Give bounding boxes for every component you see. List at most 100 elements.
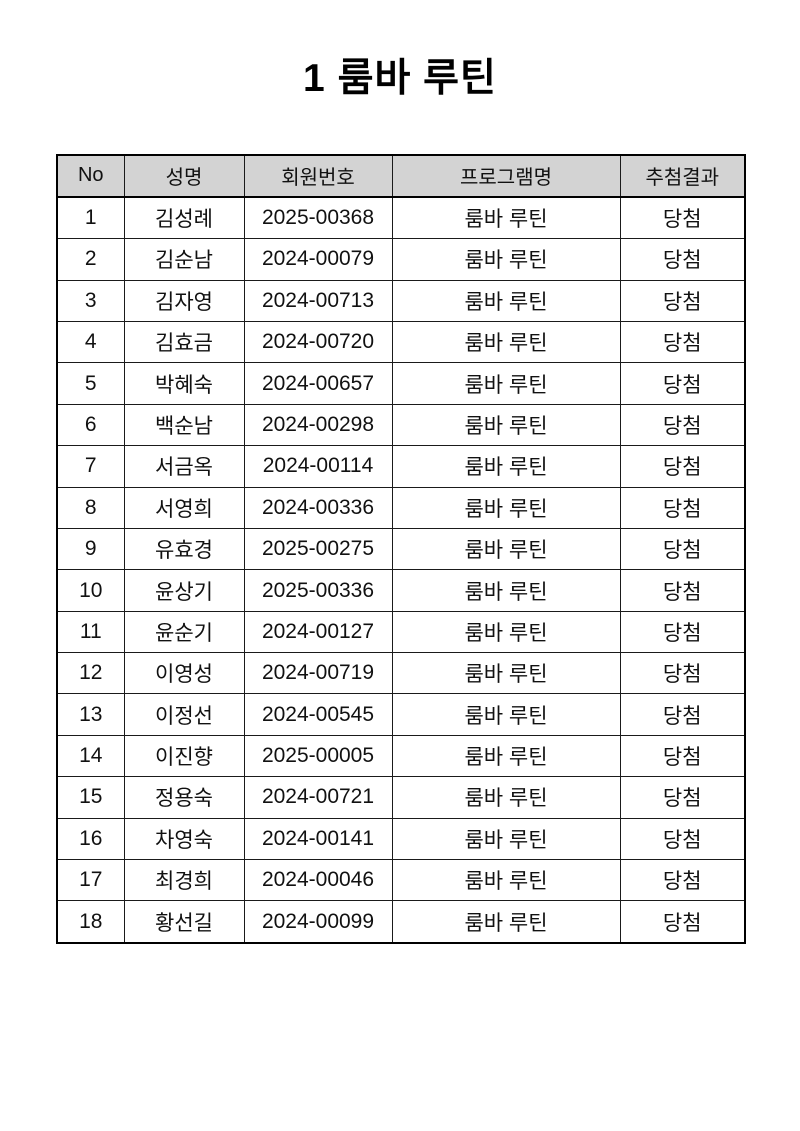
table-row: 7 서금옥 2024-00114 룸바 루틴 당첨 <box>56 445 746 488</box>
cell-program-name: 룸바 루틴 <box>391 238 621 281</box>
cell-program-name: 룸바 루틴 <box>391 527 621 571</box>
cell-no: 4 <box>56 320 125 364</box>
cell-program-name: 룸바 루틴 <box>391 279 621 322</box>
cell-draw-result: 당첨 <box>619 403 746 447</box>
cell-no: 16 <box>56 817 125 861</box>
cell-draw-result: 당첨 <box>619 569 746 612</box>
cell-no: 1 <box>56 196 125 240</box>
cell-member-number: 2024-00114 <box>243 445 393 488</box>
column-header-name: 성명 <box>123 154 245 198</box>
table-row: 6 백순남 2024-00298 룸바 루틴 당첨 <box>56 403 746 447</box>
lottery-result-table: No 성명 회원번호 프로그램명 추첨결과 1 김성례 2025-00368 룸바 루… <box>56 153 746 944</box>
cell-name: 이진향 <box>123 734 245 778</box>
cell-name: 김자영 <box>123 279 245 322</box>
cell-draw-result: 당첨 <box>619 279 746 322</box>
cell-name: 차영숙 <box>123 817 245 861</box>
cell-draw-result: 당첨 <box>619 652 746 695</box>
table-row: 16 차영숙 2024-00141 룸바 루틴 당첨 <box>56 817 746 861</box>
cell-draw-result: 당첨 <box>619 445 746 488</box>
page-title: 1 룸바 루틴 <box>303 57 497 100</box>
cell-member-number: 2024-00713 <box>243 279 393 322</box>
cell-draw-result: 당첨 <box>619 196 746 240</box>
cell-program-name: 룸바 루틴 <box>391 859 621 902</box>
cell-program-name: 룸바 루틴 <box>391 900 621 944</box>
cell-program-name: 룸바 루틴 <box>391 486 621 529</box>
cell-no: 8 <box>56 486 125 529</box>
table-row: 14 이진향 2025-00005 룸바 루틴 당첨 <box>56 734 746 778</box>
cell-name: 서영희 <box>123 486 245 529</box>
cell-name: 이정선 <box>123 693 245 736</box>
table-row: 5 박혜숙 2024-00657 룸바 루틴 당첨 <box>56 362 746 405</box>
cell-program-name: 룸바 루틴 <box>391 445 621 488</box>
cell-no: 10 <box>56 569 125 612</box>
cell-member-number: 2024-00127 <box>243 610 393 654</box>
cell-name: 윤상기 <box>123 569 245 612</box>
cell-name: 김효금 <box>123 320 245 364</box>
cell-draw-result: 당첨 <box>619 238 746 281</box>
cell-draw-result: 당첨 <box>619 320 746 364</box>
table-row: 12 이영성 2024-00719 룸바 루틴 당첨 <box>56 652 746 695</box>
table-row: 1 김성례 2025-00368 룸바 루틴 당첨 <box>56 196 746 240</box>
cell-draw-result: 당첨 <box>619 362 746 405</box>
cell-member-number: 2024-00298 <box>243 403 393 447</box>
table-row: 8 서영희 2024-00336 룸바 루틴 당첨 <box>56 486 746 529</box>
table-row: 18 황선길 2024-00099 룸바 루틴 당첨 <box>56 900 746 944</box>
cell-member-number: 2024-00545 <box>243 693 393 736</box>
cell-no: 7 <box>56 445 125 488</box>
cell-name: 백순남 <box>123 403 245 447</box>
column-header-program-name: 프로그램명 <box>391 154 621 198</box>
cell-draw-result: 당첨 <box>619 610 746 654</box>
table-row: 10 윤상기 2025-00336 룸바 루틴 당첨 <box>56 569 746 612</box>
column-header-member-number: 회원번호 <box>243 154 393 198</box>
cell-member-number: 2024-00141 <box>243 817 393 861</box>
cell-member-number: 2024-00046 <box>243 859 393 902</box>
cell-program-name: 룸바 루틴 <box>391 652 621 695</box>
cell-no: 2 <box>56 238 125 281</box>
cell-member-number: 2024-00720 <box>243 320 393 364</box>
cell-member-number: 2025-00368 <box>243 196 393 240</box>
column-header-no: No <box>56 154 125 198</box>
cell-program-name: 룸바 루틴 <box>391 817 621 861</box>
cell-name: 윤순기 <box>123 610 245 654</box>
cell-member-number: 2024-00079 <box>243 238 393 281</box>
cell-no: 11 <box>56 610 125 654</box>
cell-name: 정용숙 <box>123 776 245 819</box>
cell-member-number: 2024-00336 <box>243 486 393 529</box>
cell-draw-result: 당첨 <box>619 859 746 902</box>
cell-name: 황선길 <box>123 900 245 944</box>
cell-draw-result: 당첨 <box>619 693 746 736</box>
cell-no: 6 <box>56 403 125 447</box>
cell-no: 14 <box>56 734 125 778</box>
table-header: No 성명 회원번호 프로그램명 추첨결과 <box>56 154 746 198</box>
cell-no: 12 <box>56 652 125 695</box>
table-row: 17 최경희 2024-00046 룸바 루틴 당첨 <box>56 859 746 902</box>
cell-program-name: 룸바 루틴 <box>391 196 621 240</box>
cell-no: 15 <box>56 776 125 819</box>
cell-draw-result: 당첨 <box>619 486 746 529</box>
cell-draw-result: 당첨 <box>619 734 746 778</box>
table-row: 13 이정선 2024-00545 룸바 루틴 당첨 <box>56 693 746 736</box>
cell-no: 9 <box>56 527 125 571</box>
table-row: 11 윤순기 2024-00127 룸바 루틴 당첨 <box>56 610 746 654</box>
cell-no: 3 <box>56 279 125 322</box>
cell-program-name: 룸바 루틴 <box>391 569 621 612</box>
cell-name: 이영성 <box>123 652 245 695</box>
cell-name: 유효경 <box>123 527 245 571</box>
table-row: 9 유효경 2025-00275 룸바 루틴 당첨 <box>56 527 746 571</box>
cell-program-name: 룸바 루틴 <box>391 693 621 736</box>
table-body: 1 김성례 2025-00368 룸바 루틴 당첨 2 김순남 2024-00079 룸바 루틴… <box>56 196 746 944</box>
cell-program-name: 룸바 루틴 <box>391 610 621 654</box>
cell-member-number: 2025-00336 <box>243 569 393 612</box>
cell-draw-result: 당첨 <box>619 900 746 944</box>
cell-draw-result: 당첨 <box>619 776 746 819</box>
cell-member-number: 2024-00721 <box>243 776 393 819</box>
cell-name: 박혜숙 <box>123 362 245 405</box>
cell-no: 5 <box>56 362 125 405</box>
cell-draw-result: 당첨 <box>619 527 746 571</box>
cell-draw-result: 당첨 <box>619 817 746 861</box>
cell-name: 김성례 <box>123 196 245 240</box>
cell-no: 17 <box>56 859 125 902</box>
cell-member-number: 2024-00099 <box>243 900 393 944</box>
column-header-draw-result: 추첨결과 <box>619 154 746 198</box>
